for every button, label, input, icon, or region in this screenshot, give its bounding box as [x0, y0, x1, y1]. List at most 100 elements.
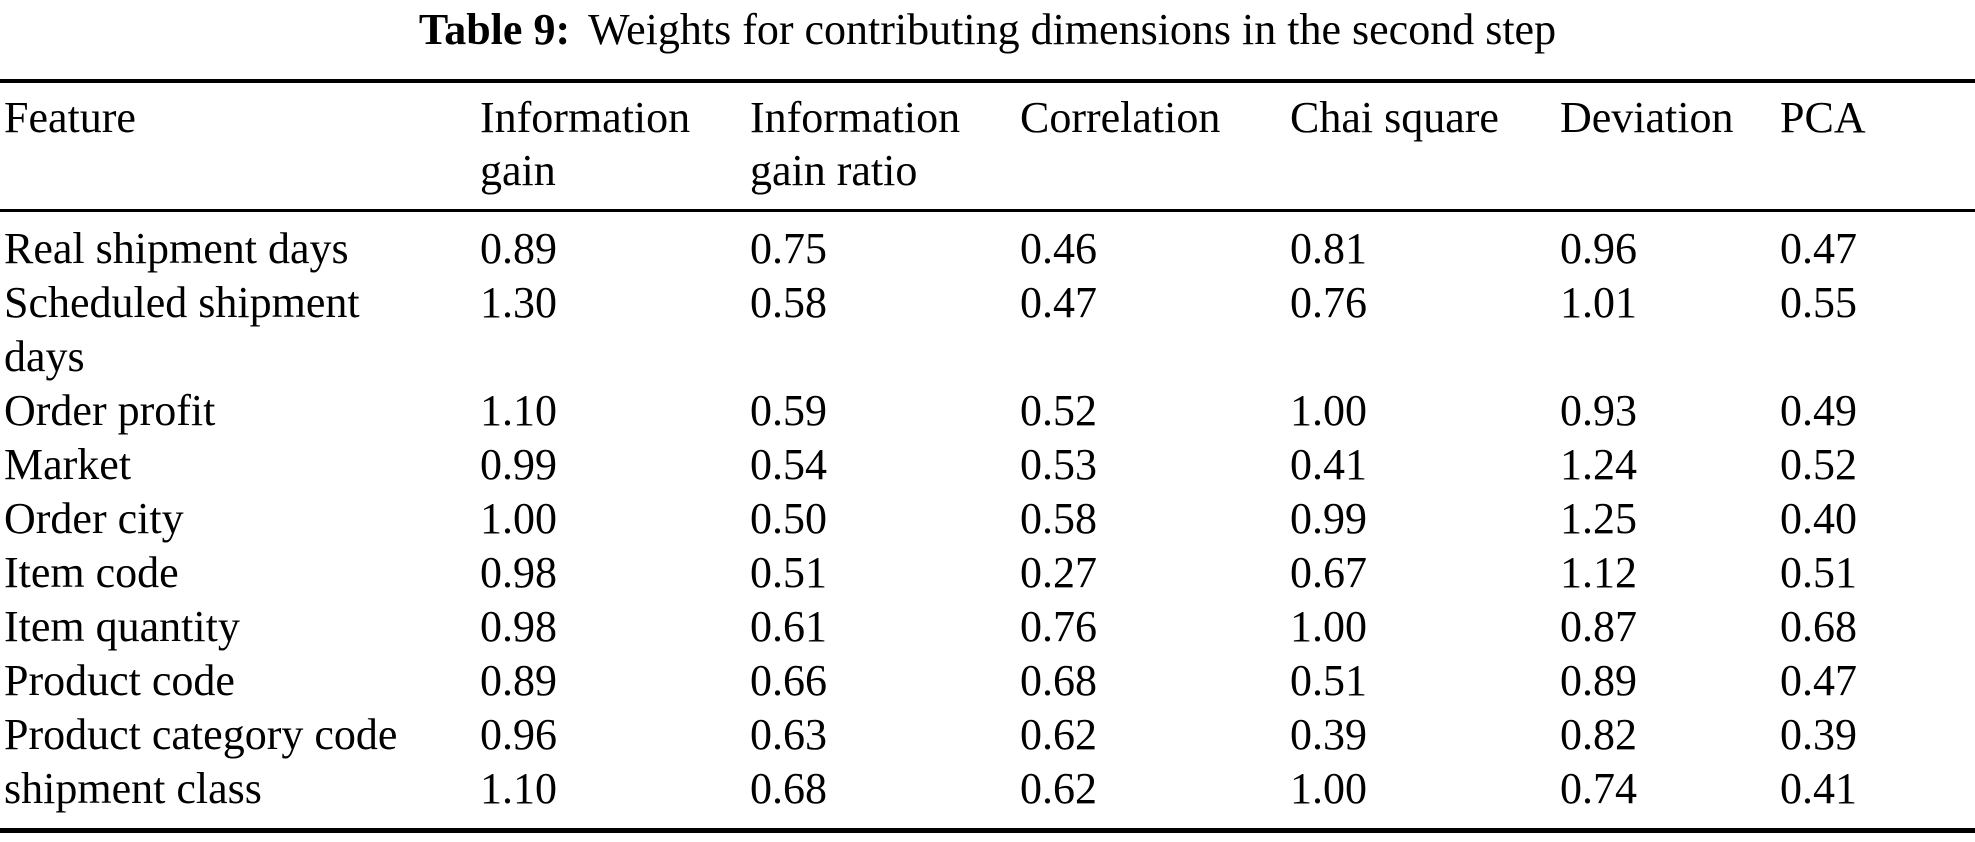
- table-caption: Table 9: Weights for contributing dimensi…: [0, 4, 1975, 56]
- cell-feature: Real shipment days: [0, 211, 480, 277]
- cell-value: 0.99: [480, 440, 557, 489]
- table-row: Order profit 1.10 0.59 0.52 1.00 0.93 0.…: [0, 384, 1975, 438]
- table-row: shipment class 1.10 0.68 0.62 1.00 0.74 …: [0, 762, 1975, 831]
- cell-value: 0.47: [1020, 278, 1097, 327]
- column-header-feature: Feature: [0, 81, 480, 212]
- feature-text: Product code: [4, 656, 235, 705]
- cell-value: 0.52: [1780, 440, 1857, 489]
- column-header-information-gain-ratio: Information gain ratio: [750, 81, 1020, 212]
- cell-value: 0.58: [750, 278, 827, 327]
- cell-value: 0.51: [1780, 548, 1857, 597]
- column-header-information-gain: Information gain: [480, 81, 750, 212]
- cell-value: 0.54: [750, 440, 827, 489]
- cell-value: 1.25: [1560, 494, 1637, 543]
- column-header-deviation: Deviation: [1560, 81, 1780, 212]
- cell-value: 0.98: [480, 602, 557, 651]
- cell-value: 0.53: [1020, 440, 1097, 489]
- cell-value: 0.27: [1020, 548, 1097, 597]
- cell-value: 0.87: [1560, 602, 1637, 651]
- cell-value: 0.75: [750, 224, 827, 273]
- cell-value: 0.46: [1020, 224, 1097, 273]
- cell-value: 1.01: [1560, 278, 1637, 327]
- cell-value: 1.00: [1290, 764, 1367, 813]
- cell-feature: Order city: [0, 492, 480, 546]
- header-row: Feature Information gain Information gai…: [0, 81, 1975, 212]
- feature-text: Market: [4, 440, 132, 489]
- cell-value: 1.00: [1290, 602, 1367, 651]
- cell-feature: Market: [0, 438, 480, 492]
- cell-value: 0.66: [750, 656, 827, 705]
- table-caption-label: Table 9:: [418, 5, 571, 54]
- cell-value: 1.10: [480, 764, 557, 813]
- feature-text: shipment class: [4, 764, 262, 813]
- cell-value: 0.59: [750, 386, 827, 435]
- table-row: Real shipment days 0.89 0.75 0.46 0.81 0…: [0, 211, 1975, 277]
- column-header-correlation: Correlation: [1020, 81, 1290, 212]
- cell-value: 0.89: [1560, 656, 1637, 705]
- cell-value: 0.96: [1560, 224, 1637, 273]
- cell-value: 0.47: [1780, 656, 1857, 705]
- cell-value: 0.76: [1290, 278, 1367, 327]
- cell-feature: Product category code: [0, 708, 480, 762]
- table-row: Order city 1.00 0.50 0.58 0.99 1.25 0.40: [0, 492, 1975, 546]
- cell-value: 0.93: [1560, 386, 1637, 435]
- cell-value: 0.63: [750, 710, 827, 759]
- table-header: Feature Information gain Information gai…: [0, 81, 1975, 212]
- cell-value: 0.49: [1780, 386, 1857, 435]
- cell-value: 1.12: [1560, 548, 1637, 597]
- table-row: Item code 0.98 0.51 0.27 0.67 1.12 0.51: [0, 546, 1975, 600]
- cell-value: 0.99: [1290, 494, 1367, 543]
- table-row: Product code 0.89 0.66 0.68 0.51 0.89 0.…: [0, 654, 1975, 708]
- cell-value: 1.24: [1560, 440, 1637, 489]
- cell-value: 0.41: [1780, 764, 1857, 813]
- cell-value: 0.98: [480, 548, 557, 597]
- cell-value: 0.51: [1290, 656, 1367, 705]
- cell-feature: Item quantity: [0, 600, 480, 654]
- cell-value: 0.68: [1020, 656, 1097, 705]
- weights-table: Feature Information gain Information gai…: [0, 79, 1975, 833]
- cell-value: 0.68: [750, 764, 827, 813]
- cell-value: 0.61: [750, 602, 827, 651]
- cell-value: 1.10: [480, 386, 557, 435]
- cell-value: 0.39: [1290, 710, 1367, 759]
- cell-value: 0.62: [1020, 764, 1097, 813]
- cell-value: 0.89: [480, 224, 557, 273]
- cell-feature: Order profit: [0, 384, 480, 438]
- feature-text: Order profit: [4, 386, 216, 435]
- cell-value: 0.55: [1780, 278, 1857, 327]
- column-header-pca: PCA: [1780, 81, 1975, 212]
- cell-value: 0.67: [1290, 548, 1367, 597]
- cell-value: 0.50: [750, 494, 827, 543]
- feature-text: Scheduled shipment days: [4, 278, 360, 381]
- cell-value: 0.82: [1560, 710, 1637, 759]
- cell-value: 0.40: [1780, 494, 1857, 543]
- table-row: Scheduled shipment days 1.30 0.58 0.47 0…: [0, 276, 1975, 384]
- cell-value: 1.00: [1290, 386, 1367, 435]
- feature-text: Order city: [4, 494, 184, 543]
- cell-feature: Product code: [0, 654, 480, 708]
- cell-feature: Scheduled shipment days: [0, 276, 480, 384]
- cell-value: 0.39: [1780, 710, 1857, 759]
- table-row: Item quantity 0.98 0.61 0.76 1.00 0.87 0…: [0, 600, 1975, 654]
- cell-value: 0.58: [1020, 494, 1097, 543]
- feature-text: Item quantity: [4, 602, 240, 651]
- cell-feature: Item code: [0, 546, 480, 600]
- cell-value: 0.52: [1020, 386, 1097, 435]
- cell-value: 1.00: [480, 494, 557, 543]
- table-row: Product category code 0.96 0.63 0.62 0.3…: [0, 708, 1975, 762]
- cell-value: 0.96: [480, 710, 557, 759]
- table-body: Real shipment days 0.89 0.75 0.46 0.81 0…: [0, 211, 1975, 831]
- feature-text: Item code: [4, 548, 179, 597]
- feature-text: Product category code: [4, 710, 398, 759]
- cell-value: 0.74: [1560, 764, 1637, 813]
- feature-text: Real shipment days: [4, 224, 349, 273]
- cell-value: 0.51: [750, 548, 827, 597]
- cell-value: 0.68: [1780, 602, 1857, 651]
- table-row: Market 0.99 0.54 0.53 0.41 1.24 0.52: [0, 438, 1975, 492]
- cell-value: 0.41: [1290, 440, 1367, 489]
- cell-value: 0.81: [1290, 224, 1367, 273]
- cell-value: 0.47: [1780, 224, 1857, 273]
- cell-feature: shipment class: [0, 762, 480, 831]
- table-caption-text: Weights for contributing dimensions in t…: [588, 5, 1557, 54]
